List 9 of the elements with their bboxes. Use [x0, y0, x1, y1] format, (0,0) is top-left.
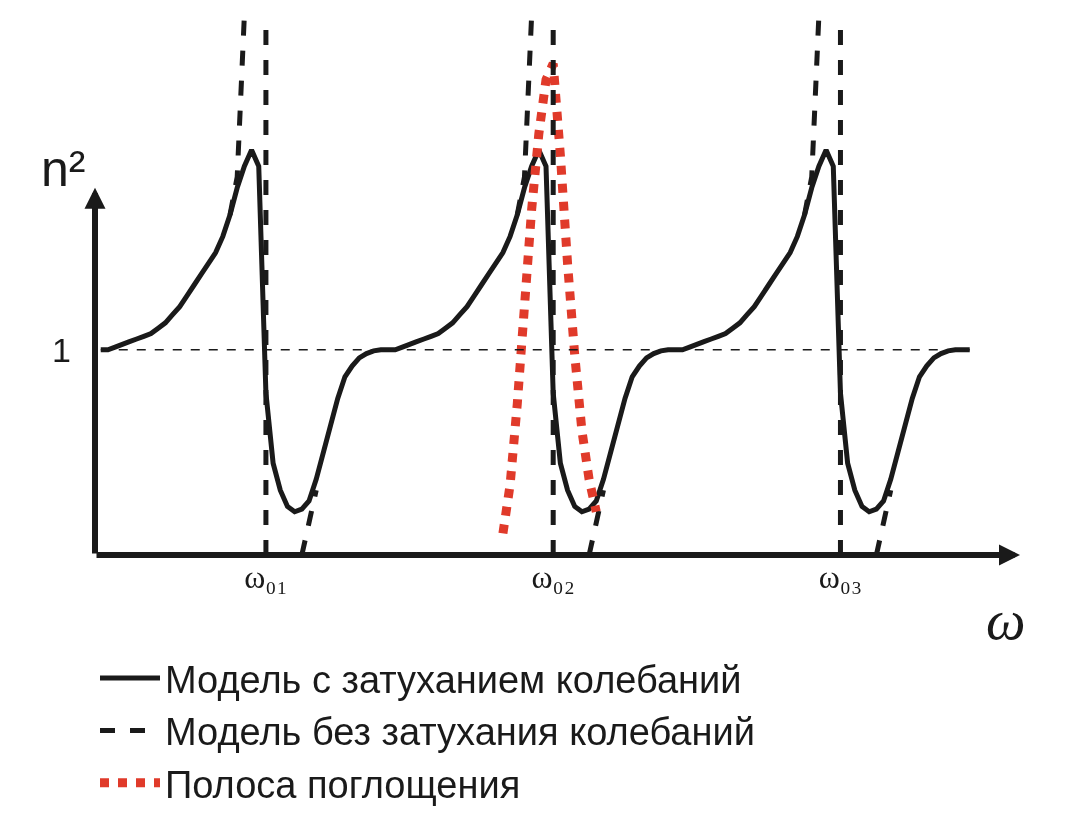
x-tick-label: ω₀₃ — [818, 559, 863, 595]
x-axis-title: ω — [986, 589, 1026, 651]
text: 1 — [52, 331, 71, 369]
x-tick-label: ω₀₁ — [244, 559, 288, 595]
legend-label: Модель с затуханием колебаний — [165, 658, 742, 701]
legend-label: Полоса поглощения — [165, 763, 521, 806]
x-tick-label: ω₀₂ — [531, 559, 575, 595]
legend-label: Модель без затухания колебаний — [165, 711, 755, 754]
y-axis-title: n² — [41, 141, 86, 197]
